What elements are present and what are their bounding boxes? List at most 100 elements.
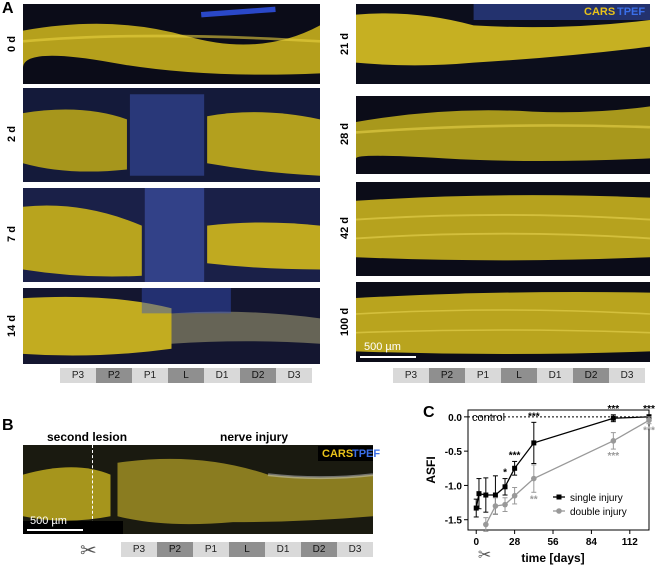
image-0d <box>23 4 320 84</box>
x-tick-label: 0 <box>473 537 479 548</box>
asfi-chart: control 0.0 -0.5 -1.0 -1.5 0 28 56 84 112 time [da… <box>424 404 655 565</box>
segment-d1: D1 <box>265 542 301 557</box>
significance-label: *** <box>608 451 620 462</box>
y-tick-label: -1.0 <box>445 481 463 492</box>
legend-marker <box>556 508 562 514</box>
x-tick-label: 112 <box>622 537 639 548</box>
segment-d3: D3 <box>337 542 373 557</box>
segment-d3: D3 <box>609 368 645 383</box>
y-tick-label: -0.5 <box>445 447 463 458</box>
segment-d1: D1 <box>204 368 240 383</box>
data-point <box>483 492 489 498</box>
significance-label: *** <box>608 404 620 415</box>
legend-cars: CARS <box>584 6 616 18</box>
scale-bar <box>360 356 416 358</box>
panel-label-b: B <box>2 417 14 434</box>
timepoint-label: 42 d <box>339 217 351 240</box>
timepoint-label: 14 d <box>6 315 18 338</box>
x-tick-label: 84 <box>586 537 598 548</box>
panel-label-c: C <box>423 404 435 421</box>
legend-tpef: TPEF <box>352 448 381 460</box>
panel-label-a: A <box>2 0 14 17</box>
timepoint-label: 0 d <box>6 36 18 52</box>
significance-label: *** <box>528 411 540 422</box>
image-7d <box>23 188 320 282</box>
timepoint-label: 28 d <box>339 123 351 146</box>
image-2d <box>23 88 320 182</box>
data-point <box>502 501 508 508</box>
y-tick-label: 0.0 <box>448 413 462 424</box>
scissors-icon: ✂ <box>478 547 491 564</box>
scale-bar-label: 500 µm <box>30 515 67 527</box>
legend-bg <box>318 446 373 461</box>
x-axis-label: time [days] <box>521 551 584 565</box>
data-point <box>646 417 652 424</box>
significance-label: ** <box>530 494 538 505</box>
timepoint-label: 21 d <box>339 33 351 56</box>
data-point <box>492 492 498 498</box>
segment-p3: P3 <box>60 368 96 383</box>
segment-d2: D2 <box>573 368 609 383</box>
segment-p1: P1 <box>193 542 229 557</box>
segment-d2: D2 <box>301 542 337 557</box>
image-14d <box>23 288 320 364</box>
segment-strip-left: P3 P2 P1 L D1 D2 D3 <box>60 368 312 383</box>
data-point <box>610 438 617 444</box>
scissors-icon: ✂ <box>80 540 97 562</box>
data-point <box>476 491 482 497</box>
label-second-lesion: second lesion <box>47 430 128 444</box>
segment-l: L <box>168 368 204 383</box>
legend-label: single injury <box>570 493 623 504</box>
segment-strip-right: P3 P2 P1 L D1 D2 D3 <box>393 368 645 383</box>
segment-p3: P3 <box>393 368 429 383</box>
timepoint-label: 7 d <box>6 226 18 242</box>
timepoint-label: 100 d <box>339 307 351 337</box>
timepoint-label: 2 d <box>6 126 18 142</box>
significance-label: *** <box>643 426 655 437</box>
data-point <box>511 492 518 499</box>
data-point <box>610 415 616 421</box>
significance-label: *** <box>509 450 521 461</box>
data-point <box>483 521 489 528</box>
segment-d3: D3 <box>276 368 312 383</box>
segment-p2: P2 <box>429 368 465 383</box>
y-axis-label: ASFI <box>424 456 438 483</box>
significance-label: * <box>503 468 507 479</box>
image-double-injury <box>23 445 373 534</box>
x-tick-label: 56 <box>547 537 559 548</box>
image-21d <box>356 4 650 84</box>
legend-cars: CARS <box>322 448 354 460</box>
segment-d2: D2 <box>240 368 276 383</box>
segment-p1: P1 <box>465 368 501 383</box>
segment-l: L <box>229 542 265 557</box>
segment-d1: D1 <box>537 368 573 383</box>
data-point <box>502 484 508 490</box>
plot-frame <box>467 409 650 531</box>
segment-p2: P2 <box>157 542 193 557</box>
series-line <box>475 416 650 509</box>
segment-strip-b: P3 P2 P1 L D1 D2 D3 <box>121 542 373 557</box>
y-tick-label: -1.5 <box>445 516 463 527</box>
data-point <box>473 505 479 511</box>
significance-label: *** <box>643 404 655 415</box>
legend-marker <box>556 494 562 500</box>
lesion-dashed-line <box>92 445 93 534</box>
label-nerve-injury: nerve injury <box>220 430 289 444</box>
x-tick-label: 28 <box>509 537 521 548</box>
legend-tpef: TPEF <box>617 6 646 18</box>
data-point <box>531 475 537 482</box>
segment-l: L <box>501 368 537 383</box>
image-28d <box>356 96 650 174</box>
legend-label: double injury <box>570 507 627 518</box>
scale-bar-label: 500 µm <box>364 341 401 353</box>
data-point <box>492 503 499 509</box>
image-42d <box>356 182 650 276</box>
scale-bar <box>27 529 83 531</box>
segment-p2: P2 <box>96 368 132 383</box>
segment-p1: P1 <box>132 368 168 383</box>
image-100d <box>356 282 650 362</box>
data-point <box>512 465 518 471</box>
segment-p3: P3 <box>121 542 157 557</box>
control-label: control <box>472 412 505 424</box>
data-point <box>531 440 537 446</box>
